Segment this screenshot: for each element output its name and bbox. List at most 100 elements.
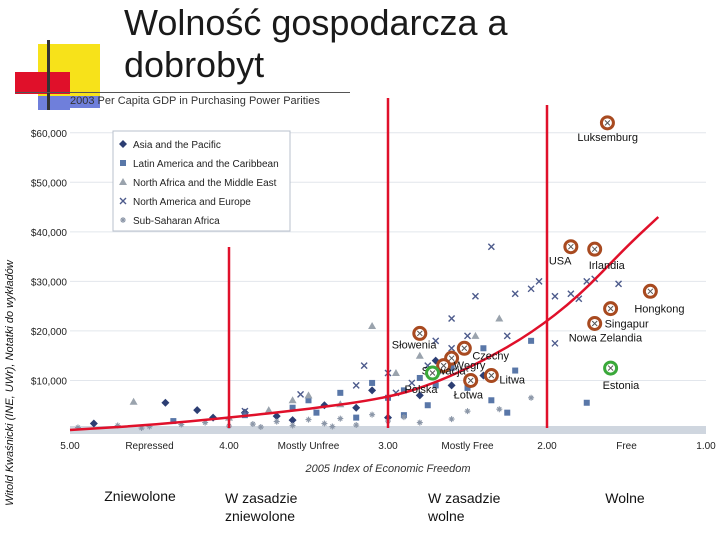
zone-label-line: Zniewolone xyxy=(104,488,176,504)
data-point xyxy=(487,243,495,251)
legend-label: Asia and the Pacific xyxy=(133,140,221,151)
x-tick-label: 4.00 xyxy=(219,441,239,452)
x-category-label: Free xyxy=(616,441,637,452)
data-point xyxy=(535,277,543,285)
data-point xyxy=(503,332,511,340)
data-point xyxy=(567,290,575,298)
data-point xyxy=(249,421,256,428)
data-point xyxy=(447,381,456,390)
data-point xyxy=(471,331,480,339)
highlight-marker-cross xyxy=(647,288,654,295)
data-point xyxy=(527,285,535,293)
highlight-marker-cross xyxy=(448,355,455,362)
data-point xyxy=(369,379,376,386)
data-point xyxy=(464,384,471,391)
data-point xyxy=(304,391,313,399)
highlight-label: Irlandia xyxy=(589,260,626,272)
zone-label-line: zniewolone xyxy=(225,508,296,524)
data-point xyxy=(391,369,400,377)
highlight-marker-cross xyxy=(440,362,447,369)
highlight-label: USA xyxy=(549,256,572,268)
slide-title-line-2: dobrobyt xyxy=(124,44,265,85)
data-point xyxy=(288,416,297,425)
data-point xyxy=(471,292,479,300)
legend-label: North Africa and the Middle East xyxy=(133,178,277,189)
data-point xyxy=(583,277,591,285)
data-point xyxy=(583,399,590,406)
highlight-label: Czechy xyxy=(472,350,509,362)
data-point xyxy=(495,314,504,322)
data-point xyxy=(321,420,328,427)
trend-curve xyxy=(69,216,660,432)
data-point xyxy=(289,404,296,411)
data-point xyxy=(272,412,281,421)
x-tick-label: 3.00 xyxy=(378,441,398,452)
data-point xyxy=(464,408,471,415)
data-point xyxy=(273,418,280,425)
y-tick-label: $40,000 xyxy=(31,228,68,239)
data-point xyxy=(368,321,377,329)
data-point xyxy=(114,422,121,429)
data-point xyxy=(257,424,264,431)
zone-label-line: wolne xyxy=(428,508,465,524)
data-point xyxy=(337,415,344,422)
zone-label-w-zasadzie-wolne: W zasadzie wolne xyxy=(428,489,548,525)
data-point xyxy=(528,394,535,401)
slide-title-line-1: Wolność gospodarcza a xyxy=(124,2,508,43)
legend-marker xyxy=(119,197,127,205)
highlight-marker-cross xyxy=(567,243,574,250)
accent-blue-block xyxy=(38,96,100,110)
zone-label-zniewolone: Zniewolone xyxy=(70,487,210,505)
data-point xyxy=(264,406,273,414)
data-point xyxy=(360,362,368,370)
data-point xyxy=(288,396,297,404)
data-point xyxy=(313,409,320,416)
data-point xyxy=(416,374,423,381)
accent-horizontal-line xyxy=(15,92,350,93)
highlight-marker-cross xyxy=(591,320,598,327)
data-point xyxy=(369,411,376,418)
legend-marker xyxy=(120,217,126,223)
highlight-label: Luksemburg xyxy=(577,132,638,144)
data-point xyxy=(551,292,559,300)
zone-label-line: Wolne xyxy=(605,490,645,506)
y-tick-label: $60,000 xyxy=(31,129,68,140)
highlight-label: Polska xyxy=(405,384,439,396)
data-point xyxy=(74,424,81,431)
data-point xyxy=(305,416,312,423)
zone-label-line: W zasadzie xyxy=(428,490,501,506)
y-tick-label: $20,000 xyxy=(31,327,68,338)
data-point xyxy=(289,422,296,429)
data-point xyxy=(416,419,423,426)
legend-label: Latin America and the Caribbean xyxy=(133,159,279,170)
data-point xyxy=(353,422,360,429)
highlight-marker-cross xyxy=(416,330,423,337)
legend-label: Sub-Saharan Africa xyxy=(133,216,220,227)
highlight-label: Litwa xyxy=(499,375,526,387)
highlight-label: Hongkong xyxy=(634,303,684,315)
highlight-label: Singapur xyxy=(605,319,649,331)
data-point xyxy=(337,389,344,396)
data-point xyxy=(329,423,336,430)
data-point xyxy=(432,382,439,389)
data-point xyxy=(448,365,455,372)
x-tick-label: 2.00 xyxy=(537,441,557,452)
data-point xyxy=(488,397,495,404)
highlight-marker-cross xyxy=(488,372,495,379)
highlight-marker-cross xyxy=(591,246,598,253)
data-point xyxy=(408,379,416,387)
data-point xyxy=(297,390,305,398)
data-point xyxy=(496,406,503,413)
y-tick-label: $30,000 xyxy=(31,277,68,288)
slide-title: Wolność gospodarcza a dobrobyt xyxy=(124,2,564,86)
data-point xyxy=(352,381,360,389)
highlight-marker-cross xyxy=(429,370,436,376)
highlight-label: Nowa Zelandia xyxy=(569,332,643,344)
data-point xyxy=(400,414,407,421)
data-point xyxy=(305,397,312,404)
data-point xyxy=(511,290,519,298)
data-point xyxy=(480,345,487,352)
zone-label-wolne: Wolne xyxy=(575,489,675,507)
highlight-marker-cross xyxy=(607,305,614,312)
data-point xyxy=(400,387,407,394)
